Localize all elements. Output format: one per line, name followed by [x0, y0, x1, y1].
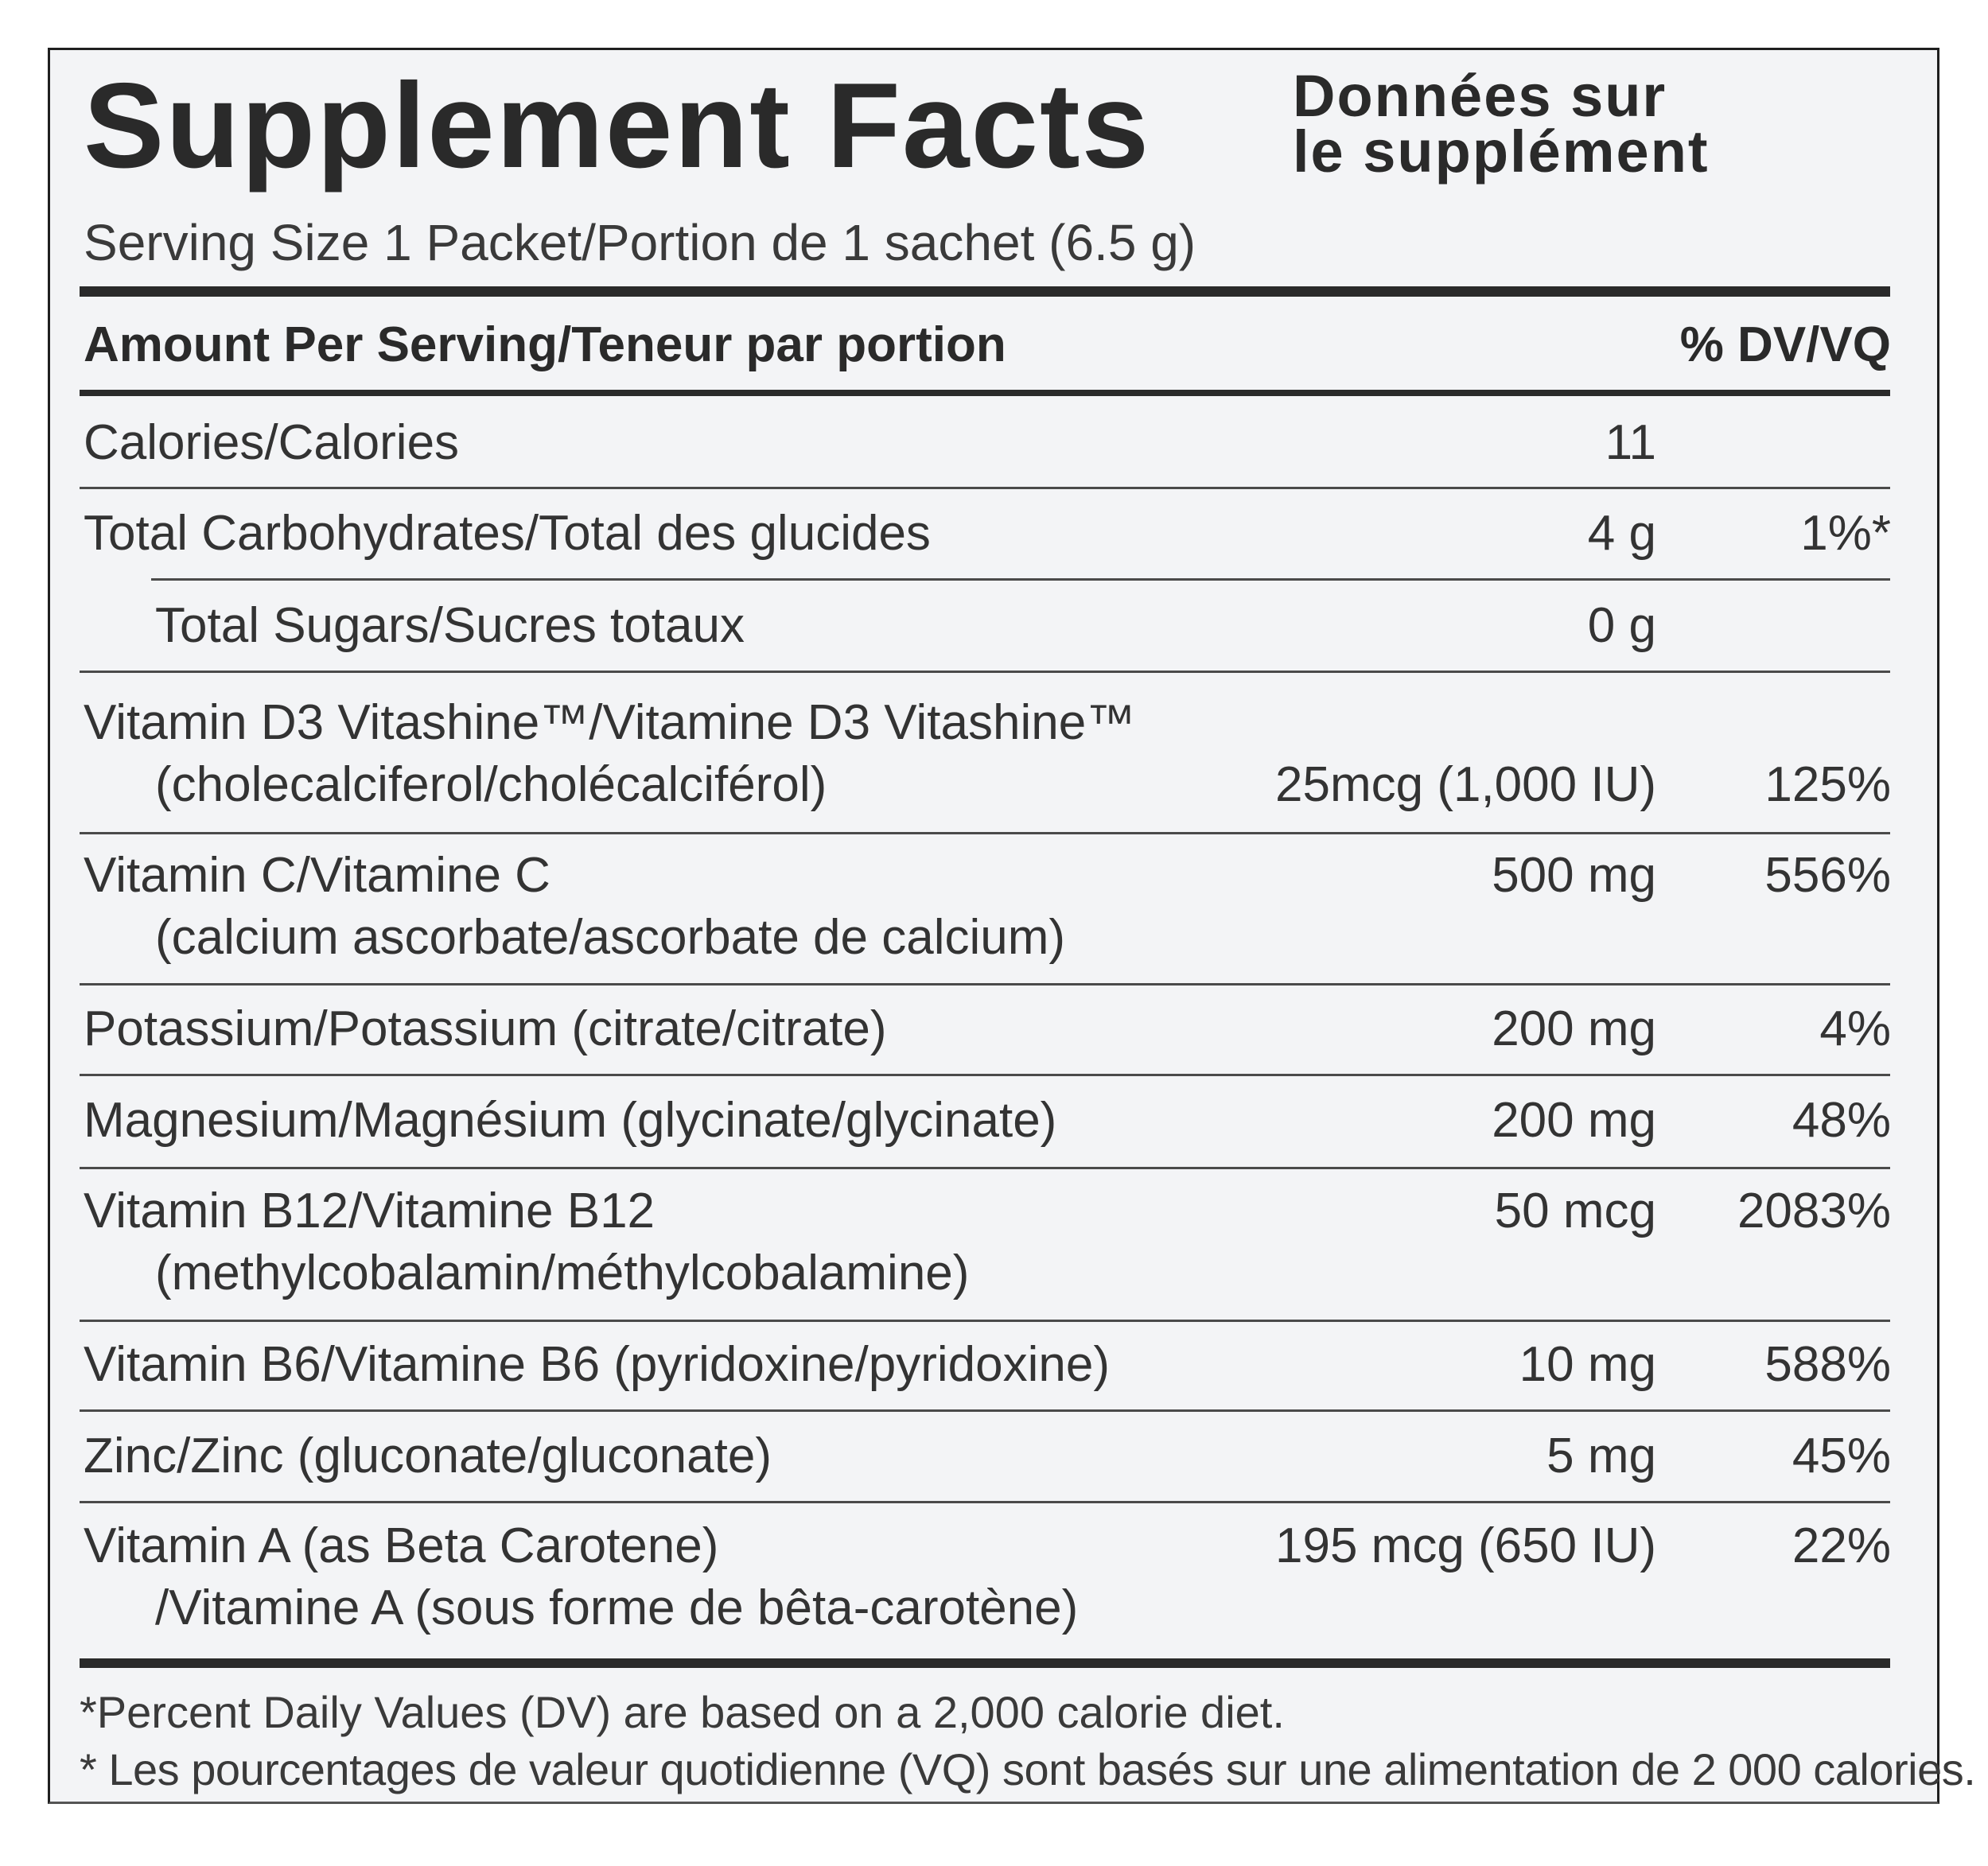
row-divider [80, 671, 1890, 673]
nutrient-label: Vitamin D3 Vitashine™/Vitamine D3 Vitash… [84, 692, 1135, 816]
dv-header: % DV/VQ [1679, 317, 1891, 372]
row-divider [80, 1320, 1890, 1322]
nutrient-label-line2: (cholecalciferol/cholécalciférol) [155, 757, 827, 812]
nutrient-amount: 25mcg (1,000 IU) [1275, 757, 1656, 812]
nutrient-label: Calories/Calories [84, 415, 460, 470]
nutrient-amount: 500 mg [1492, 848, 1656, 903]
title-fr-line1: Données sur [1293, 63, 1667, 129]
row-divider [80, 1167, 1890, 1169]
footnote-en: *Percent Daily Values (DV) are based on … [80, 1687, 1285, 1737]
nutrient-amount: 11 [1605, 415, 1656, 470]
top-rule [80, 286, 1890, 297]
nutrient-amount: 200 mg [1492, 1001, 1656, 1056]
nutrient-dv: 45% [1792, 1429, 1891, 1483]
nutrient-dv: 48% [1792, 1093, 1891, 1148]
nutrient-amount: 4 g [1587, 506, 1656, 561]
nutrient-dv: 1%* [1800, 506, 1891, 561]
nutrient-label-line1: Vitamin D3 Vitashine™/Vitamine D3 Vitash… [84, 695, 1136, 750]
row-divider [80, 832, 1890, 834]
nutrient-label: Vitamin C/Vitamine C (calcium ascorbate/… [84, 845, 1065, 969]
nutrient-label: Total Carbohydrates/Total des glucides [84, 506, 931, 561]
nutrient-amount: 50 mcg [1494, 1184, 1656, 1238]
nutrient-amount: 200 mg [1492, 1093, 1656, 1148]
serving-size: Serving Size 1 Packet/Portion de 1 sache… [84, 214, 1196, 271]
nutrient-dv: 125% [1764, 757, 1891, 812]
row-divider [151, 578, 1890, 581]
row-divider [80, 1409, 1890, 1412]
nutrient-dv: 4% [1819, 1001, 1891, 1056]
nutrient-dv: 556% [1764, 848, 1891, 903]
bottom-rule [80, 1658, 1890, 1668]
nutrient-label: Total Sugars/Sucres totaux [155, 598, 745, 653]
nutrient-dv: 22% [1792, 1518, 1891, 1573]
nutrient-dv: 588% [1764, 1337, 1891, 1392]
nutrient-label-line1: Vitamin A (as Beta Carotene) [84, 1518, 719, 1573]
row-divider [80, 1501, 1890, 1503]
row-divider [80, 487, 1890, 489]
nutrient-amount: 10 mg [1519, 1337, 1656, 1392]
nutrient-label: Zinc/Zinc (gluconate/gluconate) [84, 1429, 772, 1483]
title-en: Supplement Facts [84, 58, 1151, 193]
footnote-fr: * Les pourcentages de valeur quotidienne… [80, 1744, 1976, 1794]
amount-per-serving-header: Amount Per Serving/Teneur par portion [84, 317, 1006, 372]
nutrient-amount: 5 mg [1546, 1429, 1656, 1483]
nutrient-amount: 195 mcg (650 IU) [1275, 1518, 1656, 1573]
nutrient-label: Magnesium/Magnésium (glycinate/glycinate… [84, 1093, 1057, 1148]
nutrient-label: Potassium/Potassium (citrate/citrate) [84, 1001, 887, 1056]
supplement-facts-panel [48, 48, 1939, 1804]
nutrient-label: Vitamin B12/Vitamine B12 (methylcobalami… [84, 1180, 969, 1304]
row-divider [80, 1074, 1890, 1076]
title-fr: Données sur le supplément [1293, 63, 1710, 185]
nutrient-label-line1: Vitamin B12/Vitamine B12 [84, 1184, 656, 1238]
title-fr-line2: le supplément [1293, 119, 1710, 185]
nutrient-amount: 0 g [1587, 598, 1656, 653]
row-divider [80, 983, 1890, 985]
nutrient-label: Vitamin A (as Beta Carotene) /Vitamine A… [84, 1515, 1078, 1639]
nutrient-label: Vitamin B6/Vitamine B6 (pyridoxine/pyrid… [84, 1337, 1111, 1392]
nutrient-label-line2: (calcium ascorbate/ascorbate de calcium) [155, 910, 1066, 965]
nutrient-label-line2: /Vitamine A (sous forme de bêta-carotène… [155, 1580, 1079, 1635]
nutrient-dv: 2083% [1737, 1184, 1891, 1238]
header-rule [80, 390, 1890, 396]
nutrient-label-line2: (methylcobalamin/méthylcobalamine) [155, 1246, 970, 1300]
nutrient-label-line1: Vitamin C/Vitamine C [84, 848, 550, 903]
